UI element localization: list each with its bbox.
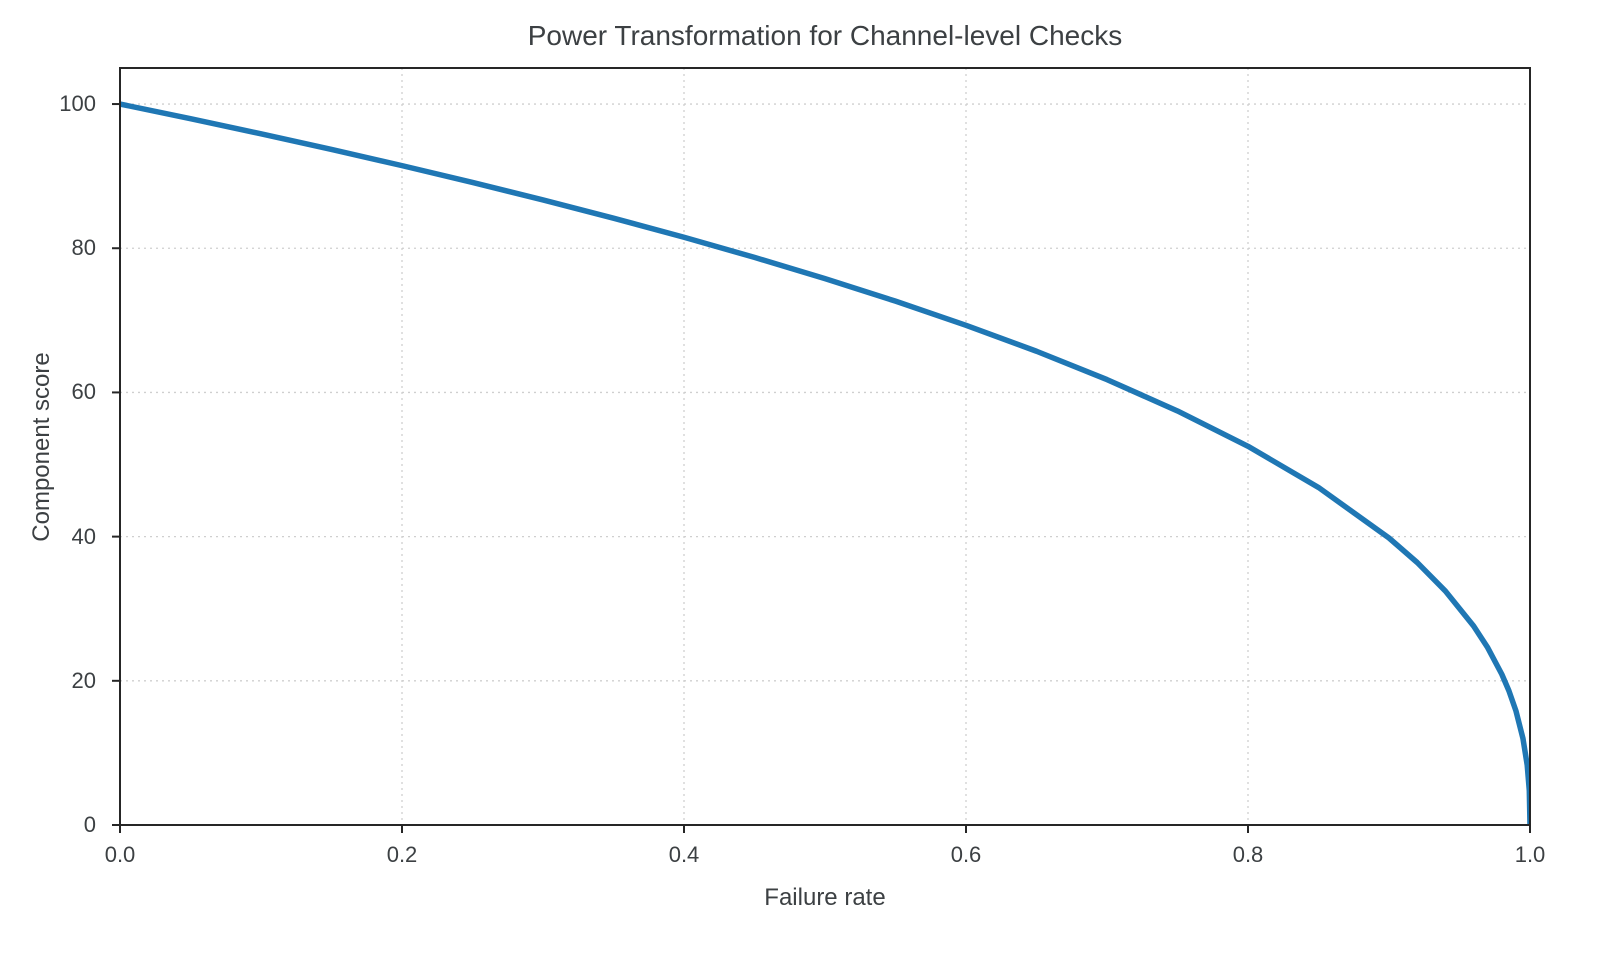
plot-border	[119, 67, 1531, 826]
series-line	[120, 101, 1530, 825]
x-axis-label: Failure rate	[764, 884, 886, 911]
chart-title: Power Transformation for Channel-level C…	[527, 20, 1123, 51]
y-axis-label: Component score	[28, 352, 55, 542]
